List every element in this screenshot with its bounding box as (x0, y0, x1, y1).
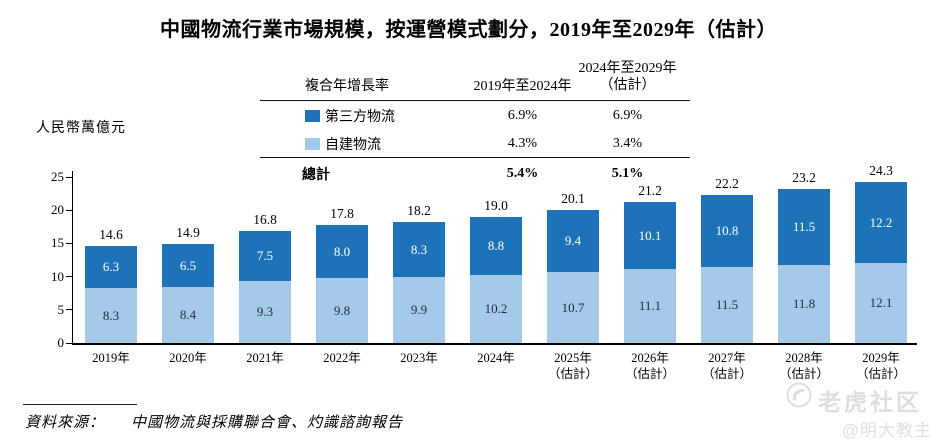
bar-total-label-2026年: 21.2 (638, 183, 662, 198)
bar-segment-third-party-2020年: 6.5 (162, 244, 214, 287)
bar-segment-self-built-2028年: 11.8 (778, 265, 830, 343)
bar-segment-self-built-2019年: 8.3 (85, 288, 137, 343)
bar-total-label-2020年: 14.9 (176, 225, 200, 240)
x-axis-line (72, 343, 917, 345)
y-tick-label-25: 25 (51, 169, 64, 184)
cagr-header-period2: 2024年至2029年 （估計） (575, 61, 680, 95)
y-tick-mark-15 (66, 242, 72, 244)
y-tick-mark-25 (66, 176, 72, 178)
y-tick-label-20: 20 (51, 202, 64, 218)
total-row: 總計 5.4% 5.1% (260, 161, 690, 187)
bar-segment-third-party-2026年: 10.1 (624, 202, 676, 269)
bar-segment-self-built-2022年: 9.8 (316, 278, 368, 343)
bar-segment-self-built-2026年: 11.1 (624, 269, 676, 343)
x-tick-label-2023年: 2023年 (400, 351, 438, 365)
x-tick-label-2019年: 2019年 (92, 351, 130, 365)
watermark-author: @明大教主 (841, 421, 932, 440)
total-cagr-period1: 5.4% (506, 166, 539, 181)
y-tick-mark-5 (66, 309, 72, 311)
bar-segment-third-party-2019年: 6.3 (85, 246, 137, 288)
cagr-table-header: 複合年增長率 2019年至2024年 2024年至2029年 （估計） (260, 61, 690, 100)
bar-segment-self-built-2024年: 10.2 (470, 275, 522, 343)
bar-total-label-2024年: 19.0 (484, 198, 508, 213)
bar-total-label-2019年: 14.6 (99, 227, 123, 242)
bar-total-label-2028年: 23.2 (792, 170, 816, 185)
y-tick-label-15: 15 (51, 235, 64, 251)
x-tick-label-2021年: 2021年 (246, 351, 284, 365)
bar-total-label-2027年: 22.2 (715, 176, 739, 191)
total-label: 總計 (302, 168, 330, 183)
bar-segment-third-party-2029年: 12.2 (855, 182, 907, 263)
bar-segment-self-built-2025年: 10.7 (547, 272, 599, 343)
x-tick-label-2024年: 2024年 (477, 351, 515, 365)
y-axis-line (72, 171, 73, 343)
bar-segment-third-party-2021年: 7.5 (239, 231, 291, 281)
y-tick-mark-0 (66, 342, 72, 344)
watermark-brand: 老虎社区 (818, 389, 922, 415)
bar-segment-third-party-2027年: 10.8 (701, 195, 753, 267)
bar-segment-third-party-2025年: 9.4 (547, 210, 599, 272)
self-built-cagr-period2: 3.4% (612, 136, 643, 151)
bar-segment-self-built-2029年: 12.1 (855, 263, 907, 343)
self-built-color-swatch (305, 138, 320, 150)
bar-total-label-2021年: 16.8 (253, 212, 277, 227)
source-line: 資料來源： 中國物流與採購聯合會、灼識諮詢報告 (25, 411, 403, 432)
third-party-color-swatch (305, 110, 320, 122)
x-tick-label-2029年: 2029年 （估計） (855, 351, 906, 382)
bar-segment-self-built-2023年: 9.9 (393, 277, 445, 343)
legend-row-self-built: 自建物流 4.3% 3.4% (260, 131, 690, 157)
total-cagr-period2: 5.1% (611, 166, 644, 181)
cagr-header-metric: 複合年增長率 (305, 79, 389, 94)
bar-segment-self-built-2020年: 8.4 (162, 287, 214, 343)
bar-segment-third-party-2024年: 8.8 (470, 217, 522, 275)
y-tick-mark-10 (66, 276, 72, 278)
third-party-cagr-period2: 6.9% (612, 108, 643, 123)
y-tick-label-5: 5 (57, 301, 65, 317)
self-built-cagr-period1: 4.3% (507, 136, 538, 151)
y-tick-mark-20 (66, 209, 72, 211)
x-tick-label-2022年: 2022年 (323, 351, 361, 365)
cagr-header-period1: 2019年至2024年 (473, 79, 572, 94)
bar-total-label-2029年: 24.3 (869, 163, 893, 178)
bar-total-label-2023年: 18.2 (407, 203, 431, 218)
bar-segment-third-party-2023年: 8.3 (393, 222, 445, 277)
bar-segment-third-party-2028年: 11.5 (778, 189, 830, 265)
page-title: 中國物流行業市場規模，按運營模式劃分，2019年至2029年（估計） (160, 19, 777, 41)
legend-row-third-party: 第三方物流 6.9% 6.9% (260, 103, 690, 129)
legend-label-self-built: 自建物流 (325, 138, 381, 153)
table-rule-bottom (260, 157, 690, 158)
x-tick-label-2028年: 2028年 （估計） (778, 351, 829, 382)
y-tick-label-10: 10 (51, 268, 64, 284)
cagr-header-period2-line2: （估計） (599, 78, 656, 94)
x-tick-label-2027年: 2027年 （估計） (701, 351, 752, 382)
third-party-cagr-period1: 6.9% (507, 108, 538, 123)
y-tick-label-0: 0 (57, 335, 65, 350)
x-tick-label-2026年: 2026年 （估計） (624, 351, 675, 382)
x-tick-label-2025年: 2025年 （估計） (547, 351, 598, 382)
x-tick-label-2020年: 2020年 (169, 351, 207, 365)
bar-segment-self-built-2027年: 11.5 (701, 267, 753, 343)
y-axis-unit-label: 人民幣萬億元 (36, 121, 126, 136)
source-text: 中國物流與採購聯合會、灼識諮詢報告 (131, 415, 404, 431)
cagr-header-period2-line1: 2024年至2029年 (578, 61, 677, 77)
bar-total-label-2022年: 17.8 (330, 206, 354, 221)
legend-label-third-party: 第三方物流 (325, 110, 395, 125)
source-label: 資料來源： (25, 415, 106, 431)
source-divider-line (23, 404, 137, 405)
cagr-table: 複合年增長率 2019年至2024年 2024年至2029年 （估計） 第三方物… (260, 61, 690, 187)
bar-total-label-2025年: 20.1 (561, 191, 585, 206)
bar-segment-self-built-2021年: 9.3 (239, 281, 291, 343)
table-rule-top (260, 100, 690, 101)
bar-segment-third-party-2022年: 8.0 (316, 225, 368, 278)
tiger-logo-icon (786, 382, 812, 408)
